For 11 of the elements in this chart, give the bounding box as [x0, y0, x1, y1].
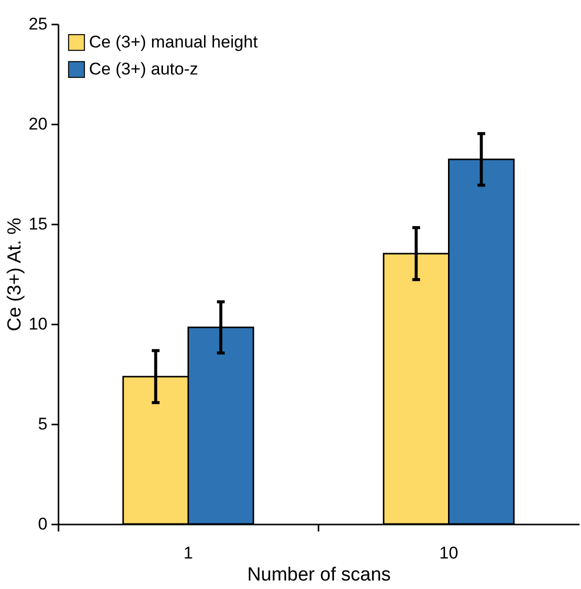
y-axis-title: Ce (3+) At. %: [4, 218, 26, 332]
y-tick-label: 0: [38, 514, 48, 534]
y-tick-label: 15: [28, 214, 48, 234]
legend-label: Ce (3+) auto-z: [89, 60, 198, 78]
legend-label: Ce (3+) manual height: [89, 32, 258, 52]
y-tick-label: 10: [28, 314, 48, 334]
x-tick-label: 1: [184, 544, 193, 562]
y-tick-label: 25: [28, 14, 48, 34]
y-tick-label: 5: [38, 414, 48, 434]
x-axis-title: Number of scans: [247, 564, 391, 586]
y-tick-label: 20: [28, 114, 48, 134]
